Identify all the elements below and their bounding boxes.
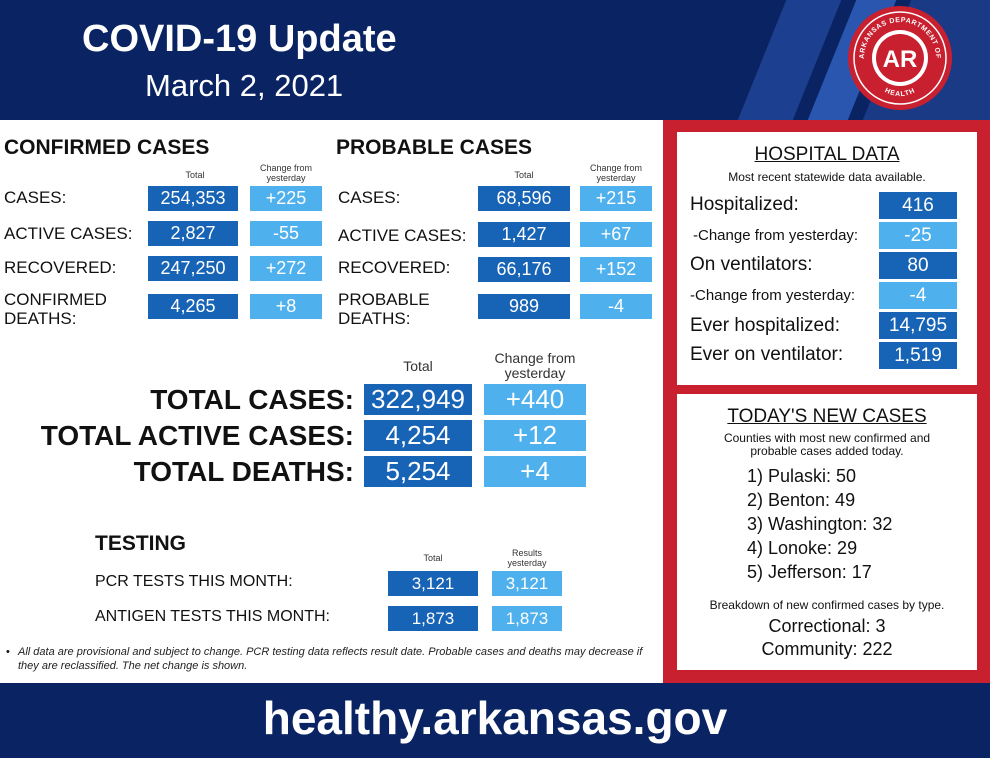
confirmed-active-total: 2,827 — [148, 221, 238, 246]
confirmed-deaths-change: +8 — [250, 294, 322, 319]
probable-total-header: Total — [514, 170, 534, 180]
probable-cases-heading: PROBABLE CASES — [336, 136, 533, 159]
total-cases-value: 322,949 — [364, 384, 472, 415]
probable-cases-total: 68,596 — [478, 186, 570, 211]
testing-total-header: Total — [423, 553, 443, 563]
probable-recovered-change: +152 — [580, 257, 652, 282]
breakdown-community: Community: 222 — [761, 639, 893, 659]
on-ventilators-value: 80 — [879, 252, 957, 279]
pcr-tests-total: 3,121 — [388, 571, 478, 596]
new-cases-card: TODAY'S NEW CASES Counties with most new… — [677, 394, 977, 670]
confirmed-active-label: ACTIVE CASES: — [4, 224, 133, 243]
county-item: 2) Benton: 49 — [747, 490, 856, 510]
confirmed-recovered-total: 247,250 — [148, 256, 238, 281]
adh-seal-logo: ARKANSAS DEPARTMENT OF HEALTH AR — [848, 6, 952, 110]
probable-change-header: Change from yesterday — [589, 163, 643, 183]
new-cases-subtitle: Counties with most new confirmed and pro… — [723, 431, 931, 458]
footer-url[interactable]: healthy.arkansas.gov — [262, 692, 728, 744]
county-item: 5) Jefferson: 17 — [747, 562, 872, 582]
footnote: All data are provisional and subject to … — [18, 646, 643, 672]
breakdown-correctional: Correctional: 3 — [768, 616, 886, 636]
page-title: COVID-19 Update — [82, 18, 397, 60]
confirmed-cases-heading: CONFIRMED CASES — [4, 136, 210, 159]
antigen-tests-label: ANTIGEN TESTS THIS MONTH: — [95, 608, 330, 625]
total-active-change: +12 — [484, 420, 586, 451]
pcr-tests-label: PCR TESTS THIS MONTH: — [95, 573, 293, 590]
confirmed-cases-total: 254,353 — [148, 186, 238, 211]
confirmed-change-header: Change from yesterday — [259, 163, 313, 183]
new-cases-title: TODAY'S NEW CASES — [727, 406, 927, 427]
total-deaths-label: TOTAL DEATHS: — [133, 456, 354, 487]
probable-cases-label: CASES: — [338, 188, 401, 207]
testing-results-header: Results yesterday — [507, 548, 547, 568]
total-deaths-value: 5,254 — [364, 456, 472, 487]
probable-active-change: +67 — [580, 222, 652, 247]
breakdown-title: Breakdown of new confirmed cases by type… — [709, 598, 945, 612]
county-item: 3) Washington: 32 — [747, 514, 893, 534]
confirmed-cases-change: +225 — [250, 186, 322, 211]
page-date: March 2, 2021 — [145, 68, 344, 103]
footer-banner: healthy.arkansas.gov — [0, 683, 990, 758]
probable-active-label: ACTIVE CASES: — [338, 226, 467, 245]
totals-change-header: Change from yesterday — [494, 350, 576, 381]
antigen-tests-yesterday: 1,873 — [492, 606, 562, 631]
totals-total-header: Total — [403, 358, 433, 374]
ventilators-change-value: -4 — [879, 282, 957, 309]
total-active-label: TOTAL ACTIVE CASES: — [40, 420, 354, 451]
svg-text:AR: AR — [883, 46, 918, 73]
confirmed-cases-label: CASES: — [4, 188, 67, 207]
ever-hospitalized-value: 14,795 — [879, 312, 957, 339]
total-deaths-change: +4 — [484, 456, 586, 487]
county-item: 4) Lonoke: 29 — [747, 538, 858, 558]
right-panel: HOSPITAL DATA Most recent statewide data… — [663, 120, 990, 683]
hospitalized-change-label: -Change from yesterday: — [693, 227, 859, 244]
probable-deaths-total: 989 — [478, 294, 570, 319]
hospital-data-card: HOSPITAL DATA Most recent statewide data… — [677, 132, 977, 385]
confirmed-deaths-label: CONFIRMED DEATHS: — [4, 290, 107, 328]
confirmed-total-header: Total — [185, 170, 205, 180]
hospitalized-label: Hospitalized: — [690, 194, 799, 215]
ever-on-ventilator-label: Ever on ventilator: — [690, 344, 844, 365]
ventilators-change-label: -Change from yesterday: — [690, 287, 856, 304]
confirmed-active-change: -55 — [250, 221, 322, 246]
probable-recovered-total: 66,176 — [478, 257, 570, 282]
total-cases-change: +440 — [484, 384, 586, 415]
confirmed-recovered-label: RECOVERED: — [4, 258, 117, 277]
on-ventilators-label: On ventilators: — [690, 254, 813, 275]
header-banner: COVID-19 Update March 2, 2021 ARKANSAS D… — [0, 0, 990, 120]
confirmed-recovered-change: +272 — [250, 256, 322, 281]
hospital-data-subtitle: Most recent statewide data available. — [728, 170, 926, 184]
probable-recovered-label: RECOVERED: — [338, 258, 451, 277]
hospitalized-value: 416 — [879, 192, 957, 219]
ever-hospitalized-label: Ever hospitalized: — [690, 315, 840, 336]
pcr-tests-yesterday: 3,121 — [492, 571, 562, 596]
footnote-bullet: • — [6, 646, 10, 658]
probable-cases-change: +215 — [580, 186, 652, 211]
confirmed-deaths-total: 4,265 — [148, 294, 238, 319]
hospitalized-change-value: -25 — [879, 222, 957, 249]
testing-heading: TESTING — [95, 532, 187, 555]
probable-active-total: 1,427 — [478, 222, 570, 247]
antigen-tests-total: 1,873 — [388, 606, 478, 631]
probable-deaths-change: -4 — [580, 294, 652, 319]
svg-text:HEALTH: HEALTH — [884, 87, 917, 98]
hospital-data-title: HOSPITAL DATA — [754, 144, 900, 165]
total-cases-label: TOTAL CASES: — [150, 384, 354, 415]
county-item: 1) Pulaski: 50 — [747, 466, 857, 486]
total-active-value: 4,254 — [364, 420, 472, 451]
ever-on-ventilator-value: 1,519 — [879, 342, 957, 369]
probable-deaths-label: PROBABLE DEATHS: — [338, 290, 430, 328]
